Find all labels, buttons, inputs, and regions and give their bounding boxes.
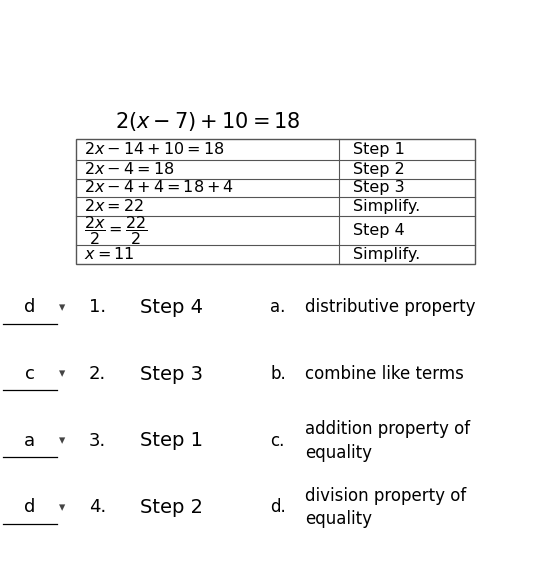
Text: ▾: ▾ bbox=[59, 368, 65, 380]
Text: $\dfrac{2x}{2} = \dfrac{22}{2}$: $\dfrac{2x}{2} = \dfrac{22}{2}$ bbox=[84, 214, 147, 247]
Text: ▾: ▾ bbox=[59, 501, 65, 514]
Text: Step 3: Step 3 bbox=[353, 180, 404, 195]
Text: combine like terms: combine like terms bbox=[305, 365, 464, 383]
Text: a: a bbox=[24, 432, 35, 450]
Text: c: c bbox=[25, 365, 35, 383]
Text: $x = 11$: $x = 11$ bbox=[84, 246, 134, 263]
Text: Step 2: Step 2 bbox=[140, 498, 204, 517]
Text: 3.: 3. bbox=[89, 432, 106, 450]
Text: division property of
equality: division property of equality bbox=[305, 487, 467, 528]
Text: d: d bbox=[24, 298, 36, 317]
Text: addition property of
equality: addition property of equality bbox=[305, 420, 470, 462]
Bar bbox=[76, 139, 475, 264]
Text: c.: c. bbox=[270, 432, 285, 450]
Text: $2x - 14 + 10 = 18$: $2x - 14 + 10 = 18$ bbox=[84, 141, 224, 158]
Text: ▾: ▾ bbox=[59, 301, 65, 314]
Text: Step 1: Step 1 bbox=[353, 142, 404, 157]
Text: 1.: 1. bbox=[89, 298, 106, 317]
Text: distributive property: distributive property bbox=[305, 298, 476, 317]
Text: Step 2: Step 2 bbox=[353, 162, 404, 177]
Text: ▾: ▾ bbox=[59, 434, 65, 447]
Text: Step 3: Step 3 bbox=[140, 365, 204, 383]
Text: d.: d. bbox=[270, 498, 286, 517]
Text: Step 4: Step 4 bbox=[353, 223, 404, 238]
Text: a.: a. bbox=[270, 298, 285, 317]
Text: 4.: 4. bbox=[89, 498, 106, 517]
Text: 2.: 2. bbox=[89, 365, 106, 383]
Text: $2x - 4 = 18$: $2x - 4 = 18$ bbox=[84, 161, 174, 178]
Text: d: d bbox=[24, 498, 36, 517]
Text: Simplify.: Simplify. bbox=[353, 199, 420, 214]
Text: $2(x - 7) + 10 = 18$: $2(x - 7) + 10 = 18$ bbox=[114, 110, 300, 133]
Text: b.: b. bbox=[270, 365, 286, 383]
Text: Step 1: Step 1 bbox=[140, 432, 204, 450]
Text: $2x = 22$: $2x = 22$ bbox=[84, 198, 144, 215]
Text: $2x - 4 + 4 = 18 + 4$: $2x - 4 + 4 = 18 + 4$ bbox=[84, 179, 234, 197]
Text: Step 4: Step 4 bbox=[140, 298, 204, 317]
Text: Simplify.: Simplify. bbox=[353, 247, 420, 262]
